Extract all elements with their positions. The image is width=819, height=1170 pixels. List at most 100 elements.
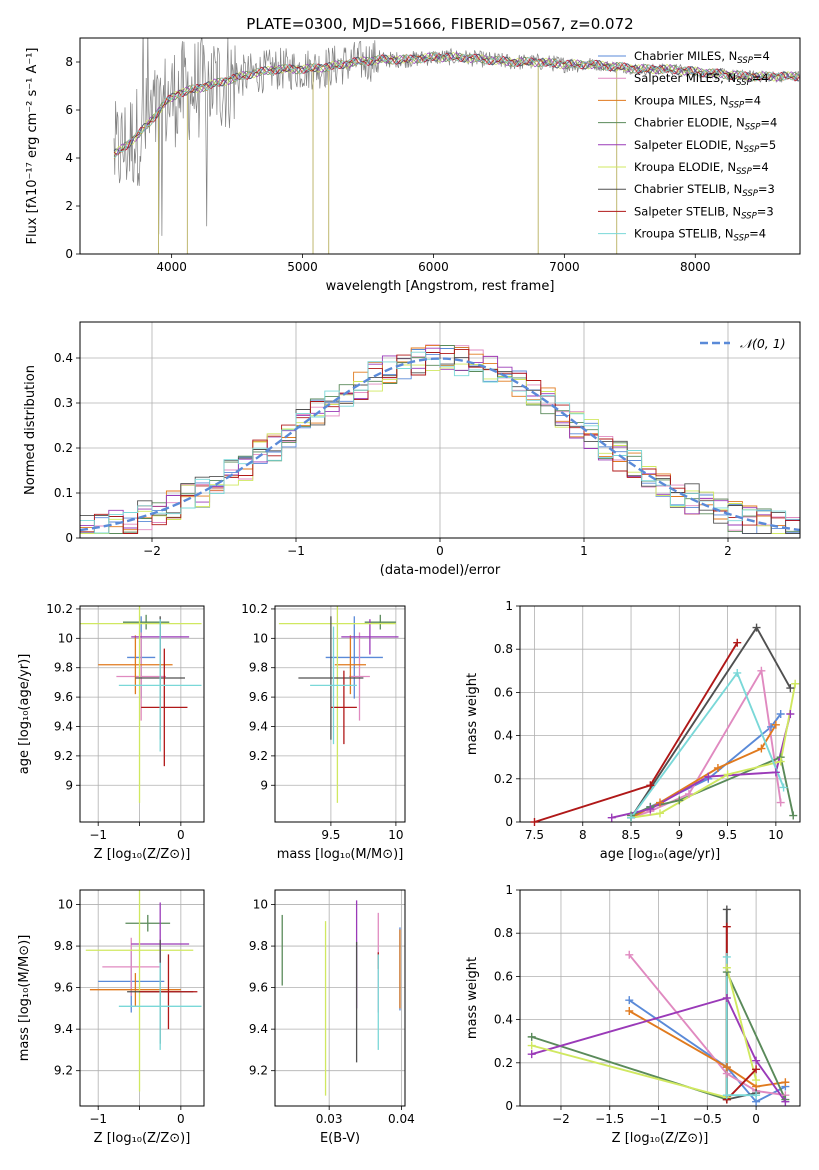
mass-weight-marker [527, 1032, 536, 1041]
figure-title: PLATE=0300, MJD=51666, FIBERID=0567, z=0… [246, 15, 633, 33]
panel-spectrum: 4000 5000 6000 7000 8000 0 2 4 6 8 wavelength [Ang… [25, 37, 801, 294]
mass-weight-marker [752, 1065, 761, 1074]
y-tick-label: 1 [505, 599, 513, 613]
y-tick-label: 0.4 [494, 729, 513, 743]
mass-weight-marker [752, 1091, 761, 1100]
mass-weight-line-5 [531, 996, 787, 1103]
y-tick-label: 8 [65, 55, 73, 69]
mass-weight-marker [779, 783, 788, 792]
plot-area [113, 38, 800, 254]
legend-label-2: Salpeter MILES, NSSP=4 [634, 71, 769, 88]
x-tick-label: −1 [89, 1112, 107, 1126]
y-tick-label: 2 [65, 199, 73, 213]
mass-weight-marker [786, 684, 795, 693]
x-tick-label: −1 [89, 828, 107, 842]
x-tick-label: 10 [388, 828, 403, 842]
mass-weight-marker [752, 1056, 761, 1065]
x-tick-label: 5000 [287, 260, 318, 274]
x-tick-label: 8 [579, 828, 587, 842]
legend-label-7: Chabrier STELIB, NSSP=3 [634, 182, 775, 199]
x-axis-label: (data-model)/error [380, 563, 501, 578]
mass-weight-marker [786, 710, 795, 718]
legend-label-6: Kroupa ELODIE, NSSP=4 [634, 160, 769, 177]
y-tick-label: 9.4 [54, 1022, 73, 1036]
y-tick-label: 0.2 [54, 441, 73, 455]
y-tick-label: 9.4 [249, 1022, 268, 1036]
mass-weight-line-3 [630, 724, 777, 819]
x-tick-label: 8000 [680, 260, 711, 274]
mass-weight-marker [684, 789, 693, 798]
axes-frame [274, 605, 406, 823]
mass-weight-marker [722, 905, 731, 914]
plot-area [278, 606, 399, 803]
y-tick-label: 0 [65, 247, 73, 261]
spectrum-legend: Chabrier MILES, NSSP=4 Salpeter MILES, NS… [598, 49, 777, 244]
axes-frame [79, 37, 801, 255]
x-tick-label: −0.5 [693, 1112, 722, 1126]
mass-weight-marker [722, 1063, 731, 1072]
y-tick-label: 0.4 [494, 1013, 513, 1027]
y-tick-label: 0.8 [494, 642, 513, 656]
y-tick-label: 0.3 [54, 396, 73, 410]
x-tick-label: 6000 [418, 260, 449, 274]
model-spectrum-8 [113, 52, 800, 156]
mass-weight-line-6 [531, 967, 758, 1099]
x-tick-label: −1 [650, 1112, 668, 1126]
mass-weight-marker [722, 994, 731, 1002]
histogram-9 [80, 351, 800, 534]
mass-weight-marker [771, 768, 780, 777]
panel-age_vs_Z: −1 0 9 9.2 9.4 9.6 9.8 10 10.2 Z [log₁₀(Z/Z⊙)] age… [17, 602, 205, 862]
y-tick-label: 4 [65, 151, 73, 165]
y-tick-label: 9.4 [249, 719, 268, 733]
mass-weight-marker [752, 623, 761, 632]
legend-label-5: Salpeter ELODIE, NSSP=5 [634, 138, 776, 155]
plot-area [281, 900, 401, 1096]
x-tick-label: 4000 [156, 260, 187, 274]
x-tick-label: 7000 [549, 260, 580, 274]
mass-weight-marker [646, 805, 655, 814]
mass-weight-marker [722, 963, 731, 972]
mass-weight-marker [704, 772, 713, 781]
x-axis-label: E(B-V) [320, 1131, 360, 1146]
x-tick-label: 2 [724, 544, 732, 558]
y-tick-label: 9 [260, 778, 268, 792]
mass-weight-marker [757, 744, 766, 753]
panel-massweight_vs_age: 7.5 8 8.5 9 9.5 10 0 0.2 0.4 0.6 0.8 1 age [log₁₀(ag… [465, 599, 801, 862]
y-tick-label: 10 [58, 898, 73, 912]
x-tick-label: 9.5 [321, 828, 340, 842]
x-tick-label: −1 [287, 544, 305, 558]
y-axis-label: mass [log₁₀(M/M⊙)] [17, 935, 32, 1062]
mass-weight-marker [733, 638, 742, 647]
mass-weight-marker [757, 666, 766, 675]
x-tick-label: 8.5 [621, 828, 640, 842]
y-tick-label: 0 [505, 815, 513, 829]
mass-weight-marker [776, 798, 785, 807]
x-tick-label: 0 [177, 828, 185, 842]
panel-age_vs_mass: 9.5 10 9 9.2 9.4 9.6 9.8 10 10.2 mass [log₁₀(M/M⊙… [241, 602, 406, 862]
y-axis-label: mass weight [465, 957, 480, 1039]
mass-weight-marker [530, 818, 539, 826]
mass-weight-marker [625, 996, 634, 1005]
plot-area [534, 625, 797, 822]
mass-weight-marker [791, 679, 800, 688]
y-axis-label: Normed distribution [23, 365, 38, 495]
x-tick-label: −2 [552, 1112, 570, 1126]
mass-weight-marker [752, 1076, 761, 1085]
mass-weight-marker [646, 781, 655, 790]
y-tick-label: 0.8 [494, 926, 513, 940]
mass-weight-marker [627, 813, 636, 822]
legend-label-gaussian: 𝒩(0, 1) [740, 336, 786, 351]
y-tick-label: 0 [505, 1099, 513, 1113]
legend-label-1: Chabrier MILES, NSSP=4 [634, 49, 770, 66]
x-tick-label: 1 [580, 544, 588, 558]
y-axis-label: Flux [fλ10⁻¹⁷ erg cm⁻² s⁻¹ A⁻¹] [25, 48, 40, 245]
x-tick-label: 7.5 [525, 828, 544, 842]
axes-frame [519, 889, 801, 1107]
y-tick-label: 0.2 [494, 1056, 513, 1070]
mass-weight-marker [776, 710, 785, 718]
mass-weight-marker [527, 1041, 536, 1050]
mass-weight-line-7 [630, 625, 792, 819]
axes-frame [79, 889, 205, 1107]
axes-frame [274, 889, 406, 1107]
mass-weight-marker [771, 720, 780, 729]
